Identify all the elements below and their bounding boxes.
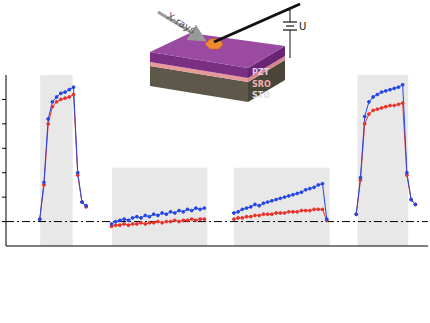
svg-text:SRO: SRO [252,80,271,89]
svg-text:X-rays: X-rays [165,10,198,36]
svg-text:STO: STO [252,91,270,100]
svg-text:PZT: PZT [252,68,270,77]
svg-text:U: U [299,21,306,32]
